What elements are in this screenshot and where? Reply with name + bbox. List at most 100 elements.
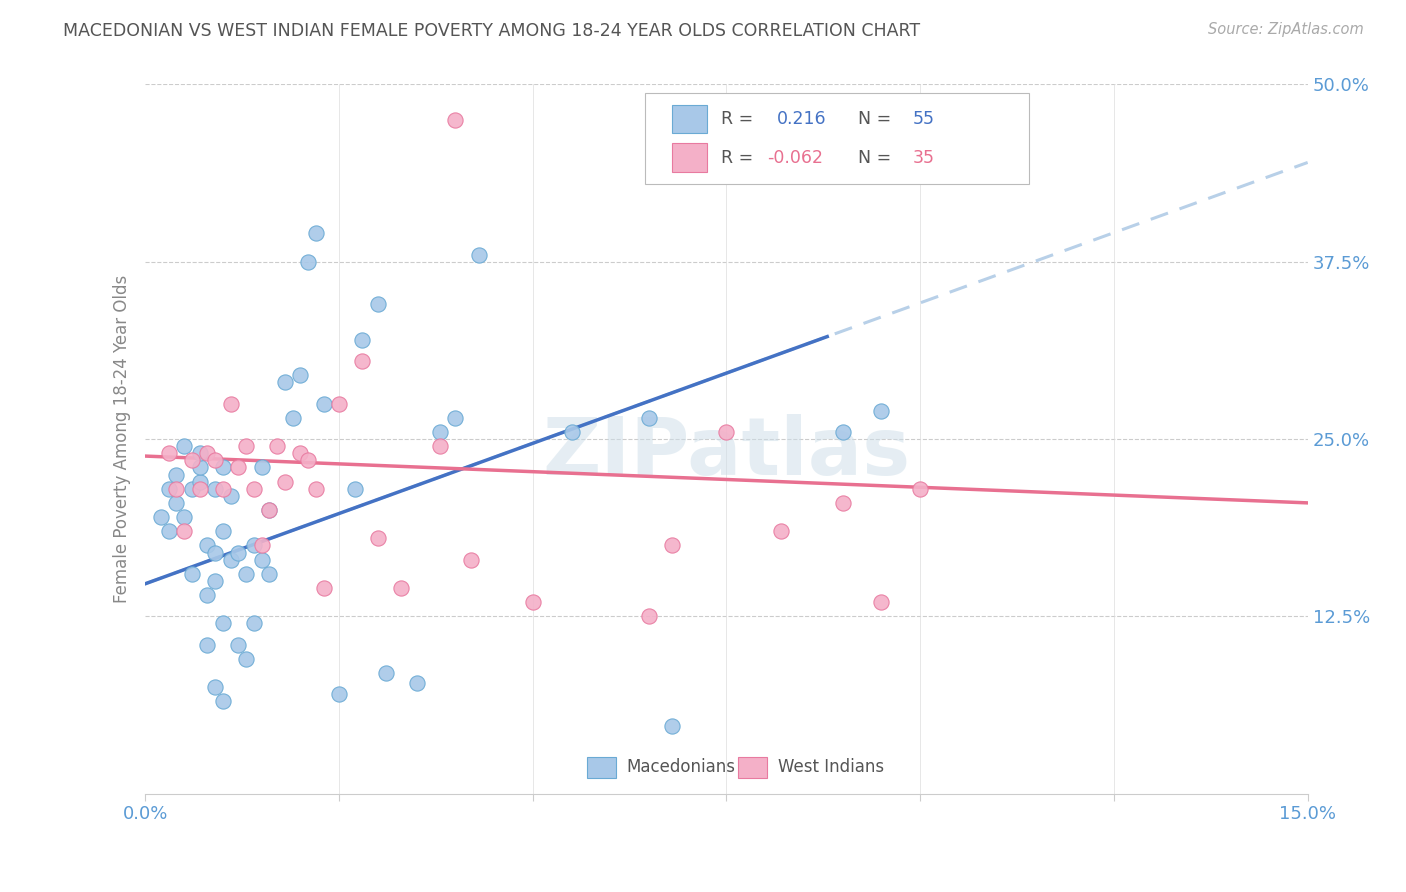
Text: R =: R =: [721, 149, 754, 167]
Point: [250, 538, 273, 552]
Point: [367, 532, 389, 546]
Text: N =: N =: [858, 110, 891, 128]
Text: MACEDONIAN VS WEST INDIAN FEMALE POVERTY AMONG 18-24 YEAR OLDS CORRELATION CHART: MACEDONIAN VS WEST INDIAN FEMALE POVERTY…: [63, 22, 921, 40]
Point: [405, 676, 427, 690]
Point: [204, 545, 226, 559]
Point: [219, 552, 242, 566]
Point: [149, 510, 172, 524]
Point: [389, 581, 412, 595]
Point: [204, 681, 226, 695]
Point: [219, 489, 242, 503]
Point: [195, 588, 218, 602]
Point: [173, 510, 195, 524]
Point: [250, 552, 273, 566]
Point: [716, 425, 738, 439]
Point: [250, 460, 273, 475]
Point: [290, 368, 312, 383]
Point: [204, 453, 226, 467]
Point: [180, 482, 202, 496]
Point: [235, 439, 257, 453]
Point: [173, 439, 195, 453]
Text: ZIPatlas: ZIPatlas: [543, 414, 911, 492]
Point: [259, 503, 281, 517]
Point: [165, 467, 187, 482]
FancyBboxPatch shape: [672, 105, 707, 133]
Point: [157, 482, 180, 496]
Point: [211, 460, 233, 475]
Point: [297, 453, 319, 467]
Point: [831, 496, 853, 510]
Text: R =: R =: [721, 110, 754, 128]
Point: [204, 574, 226, 588]
Point: [312, 396, 335, 410]
Text: -0.062: -0.062: [768, 149, 823, 167]
Point: [211, 482, 233, 496]
Point: [204, 482, 226, 496]
Point: [188, 460, 211, 475]
Point: [870, 595, 893, 609]
Point: [281, 410, 304, 425]
FancyBboxPatch shape: [588, 756, 616, 778]
Point: [352, 333, 374, 347]
Point: [312, 581, 335, 595]
Point: [638, 410, 661, 425]
Point: [157, 446, 180, 460]
Point: [259, 503, 281, 517]
Point: [290, 446, 312, 460]
Point: [195, 446, 218, 460]
Point: [235, 652, 257, 666]
Point: [180, 566, 202, 581]
Point: [243, 538, 266, 552]
Text: 35: 35: [912, 149, 935, 167]
Text: 0.216: 0.216: [776, 110, 827, 128]
Point: [661, 538, 683, 552]
Point: [352, 354, 374, 368]
Point: [328, 396, 350, 410]
Point: [467, 247, 489, 261]
Text: 55: 55: [912, 110, 935, 128]
Point: [328, 687, 350, 701]
Point: [769, 524, 792, 539]
Point: [226, 638, 249, 652]
Text: West Indians: West Indians: [778, 758, 884, 776]
Point: [157, 524, 180, 539]
Point: [188, 446, 211, 460]
FancyBboxPatch shape: [672, 144, 707, 172]
Point: [219, 396, 242, 410]
Point: [226, 460, 249, 475]
Point: [259, 566, 281, 581]
Point: [429, 425, 451, 439]
Point: [235, 566, 257, 581]
Text: Macedonians: Macedonians: [627, 758, 735, 776]
Point: [226, 545, 249, 559]
Point: [180, 453, 202, 467]
Point: [638, 609, 661, 624]
Point: [243, 482, 266, 496]
Text: N =: N =: [858, 149, 891, 167]
Point: [297, 254, 319, 268]
Point: [195, 638, 218, 652]
Point: [831, 425, 853, 439]
Point: [173, 524, 195, 539]
Point: [305, 227, 328, 241]
Point: [211, 694, 233, 708]
Point: [661, 718, 683, 732]
Point: [274, 475, 297, 489]
Point: [374, 666, 396, 681]
Point: [266, 439, 288, 453]
Point: [460, 552, 482, 566]
Point: [165, 482, 187, 496]
Text: Source: ZipAtlas.com: Source: ZipAtlas.com: [1208, 22, 1364, 37]
Point: [243, 616, 266, 631]
Point: [165, 496, 187, 510]
Point: [522, 595, 544, 609]
Point: [274, 376, 297, 390]
Point: [188, 475, 211, 489]
FancyBboxPatch shape: [738, 756, 768, 778]
Point: [560, 425, 582, 439]
Point: [343, 482, 366, 496]
Point: [444, 112, 467, 127]
Point: [367, 297, 389, 311]
Point: [429, 439, 451, 453]
Point: [188, 482, 211, 496]
